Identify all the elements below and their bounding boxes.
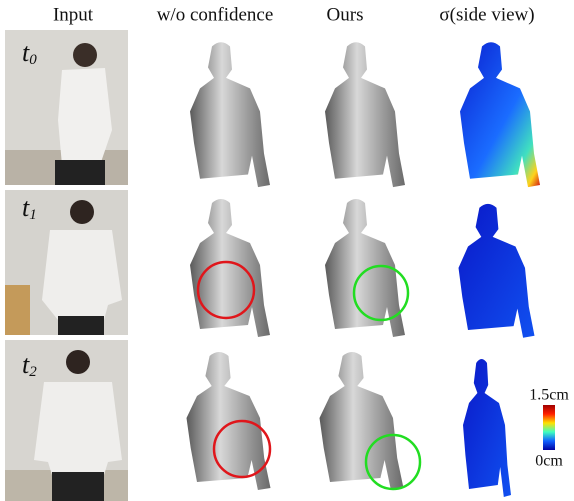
colorbar-max-label: 1.5cm xyxy=(529,387,569,404)
photo-pants xyxy=(52,472,104,501)
photo-sweater xyxy=(34,382,122,475)
photo-head xyxy=(66,350,90,374)
row: t1 xyxy=(5,190,535,338)
sigma-map xyxy=(460,42,540,187)
photo-head xyxy=(73,43,97,67)
photo-pants xyxy=(55,160,105,185)
mesh xyxy=(190,42,270,187)
photo-pants xyxy=(58,316,104,335)
mesh xyxy=(187,352,271,490)
mesh xyxy=(325,42,405,187)
figure: Input w/o confidence Ours σ(side view) t… xyxy=(0,0,574,501)
column-header: Ours xyxy=(327,4,364,25)
sigma-map xyxy=(463,359,511,497)
mesh xyxy=(320,352,404,490)
sigma-map xyxy=(459,204,535,338)
photo-sweater xyxy=(58,68,112,165)
page: {"columns": ["Input", "w/o confidence", … xyxy=(0,0,574,501)
photo-head xyxy=(70,200,94,224)
mesh xyxy=(190,199,270,337)
colorbar xyxy=(543,405,555,450)
column-header: w/o confidence xyxy=(157,4,274,25)
colorbar-min-label: 0cm xyxy=(535,453,563,470)
column-header: σ(side view) xyxy=(439,4,534,25)
row: t0 xyxy=(5,30,540,187)
photo-chair xyxy=(5,285,30,335)
column-header: Input xyxy=(53,4,94,25)
row: t2 1.5cm 0cm xyxy=(5,340,569,501)
